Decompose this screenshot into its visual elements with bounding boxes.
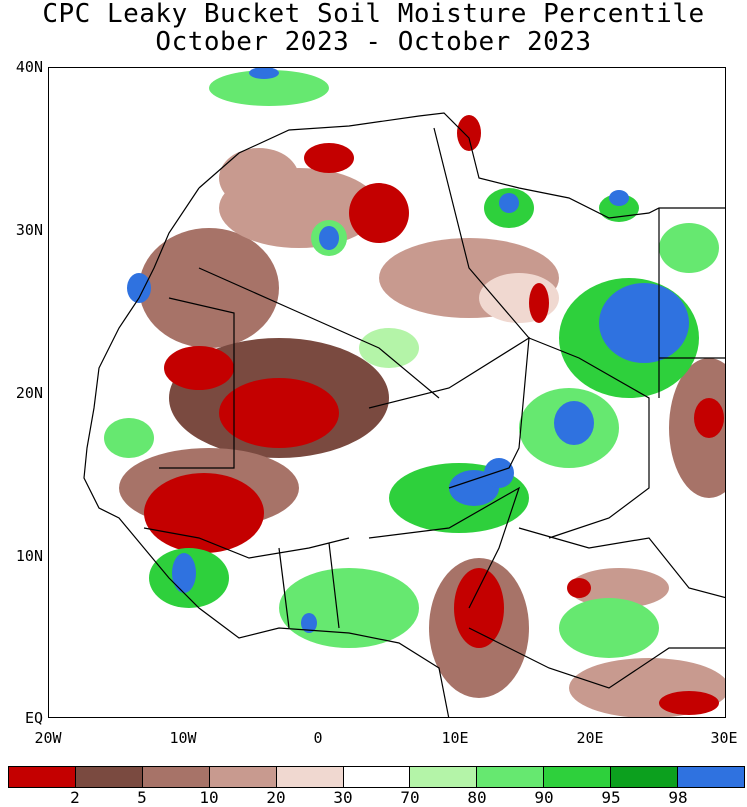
- border-algeria-mali: [198, 267, 440, 399]
- lon-label-30e: 30E: [710, 729, 738, 747]
- border-mali-mauritania: [159, 297, 235, 469]
- extreme-dry-congo: [659, 691, 719, 715]
- lon-label-10e: 10E: [441, 729, 469, 747]
- extreme-wet-egypt: [599, 283, 689, 363]
- wet-zone-mauritania-coast: [104, 418, 154, 458]
- legend-label-98: 98: [668, 788, 688, 807]
- wet-zone-gulf-guinea: [279, 568, 419, 648]
- extreme-dry-algeria: [349, 183, 409, 243]
- legend-swatch-10: [678, 767, 744, 787]
- lat-label-10n: 10N: [15, 547, 43, 565]
- border-nigeria: [368, 486, 521, 609]
- lat-label-eq: EQ: [24, 709, 43, 727]
- lat-label-20n: 20N: [15, 384, 43, 402]
- legend-swatch-3: [209, 767, 277, 787]
- legend-label-20: 20: [266, 788, 286, 807]
- legend-swatch-2: [142, 767, 210, 787]
- extreme-dry-mali-north: [219, 378, 339, 448]
- legend-swatch-4: [276, 767, 344, 787]
- extreme-dry-regions: [144, 115, 724, 715]
- border-togo: [328, 542, 340, 629]
- lon-label-10w: 10W: [169, 729, 197, 747]
- extreme-wet-libya: [499, 193, 519, 213]
- wet-zone-algeria-light: [359, 328, 419, 368]
- legend-swatch-9: [611, 767, 679, 787]
- wet-zone-spain: [209, 70, 329, 106]
- extreme-dry-sudan: [694, 398, 724, 438]
- legend-swatch-8: [544, 767, 612, 787]
- legend-swatch-5: [343, 767, 411, 787]
- border-car: [518, 527, 725, 599]
- legend-label-70: 70: [400, 788, 420, 807]
- lon-label-20w: 20W: [34, 729, 62, 747]
- lat-label-30n: 30N: [15, 221, 43, 239]
- legend-label-95: 95: [601, 788, 621, 807]
- extreme-wet-chad: [554, 401, 594, 445]
- extreme-dry-senegal-mali: [144, 473, 264, 553]
- dry-zone-west-sahara: [139, 228, 279, 348]
- extreme-dry-mauritania: [164, 346, 234, 390]
- legend-swatch-6: [410, 767, 478, 787]
- map-subtitle-date-range: October 2023 - October 2023: [155, 27, 592, 57]
- map-title: CPC Leaky Bucket Soil Moisture Percentil…: [42, 0, 705, 29]
- legend-label-5: 5: [137, 788, 147, 807]
- extreme-wet-western-sahara: [127, 273, 151, 303]
- legend-label-90: 90: [534, 788, 554, 807]
- wet-zone-egypt-north: [659, 223, 719, 273]
- lon-label-0: 0: [313, 729, 323, 747]
- coastline-west: [83, 187, 450, 717]
- extreme-dry-car: [567, 578, 591, 598]
- extreme-wet-crete: [609, 190, 629, 206]
- border-libya-algeria: [433, 127, 530, 339]
- extreme-wet-regions: [127, 68, 689, 633]
- border-congo: [468, 627, 725, 689]
- legend-swatch-1: [75, 767, 143, 787]
- extreme-wet-algeria: [319, 226, 339, 250]
- extreme-wet-chad-west: [484, 458, 514, 488]
- political-borders: [83, 112, 725, 717]
- dry-zone-car: [569, 568, 669, 608]
- lat-label-40n: 40N: [15, 58, 43, 76]
- legend-label-2: 2: [70, 788, 80, 807]
- border-chad: [528, 337, 650, 539]
- lon-label-20e: 20E: [576, 729, 604, 747]
- extreme-dry-algeria-coast: [304, 143, 354, 173]
- extreme-dry-nigeria-east: [454, 568, 504, 648]
- dry-zone-morocco: [219, 148, 299, 208]
- border-ghana: [278, 547, 290, 629]
- legend-swatch-0: [9, 767, 76, 787]
- extreme-wet-guinea: [172, 553, 196, 593]
- border-west-africa: [143, 527, 350, 559]
- map-canvas: [49, 68, 725, 717]
- extreme-dry-libya: [529, 283, 549, 323]
- extreme-dry-tunisia: [457, 115, 481, 151]
- wet-zone-congo: [559, 598, 659, 658]
- legend-label-80: 80: [467, 788, 487, 807]
- legend-color-bar: [8, 766, 745, 788]
- soil-moisture-map: [48, 67, 726, 718]
- legend-label-10: 10: [199, 788, 219, 807]
- border-niger: [368, 336, 530, 489]
- extreme-wet-ghana: [301, 613, 317, 633]
- coastline-africa: [198, 112, 725, 219]
- legend-swatch-7: [477, 767, 545, 787]
- extreme-wet-spain: [249, 68, 279, 79]
- legend-label-30: 30: [333, 788, 353, 807]
